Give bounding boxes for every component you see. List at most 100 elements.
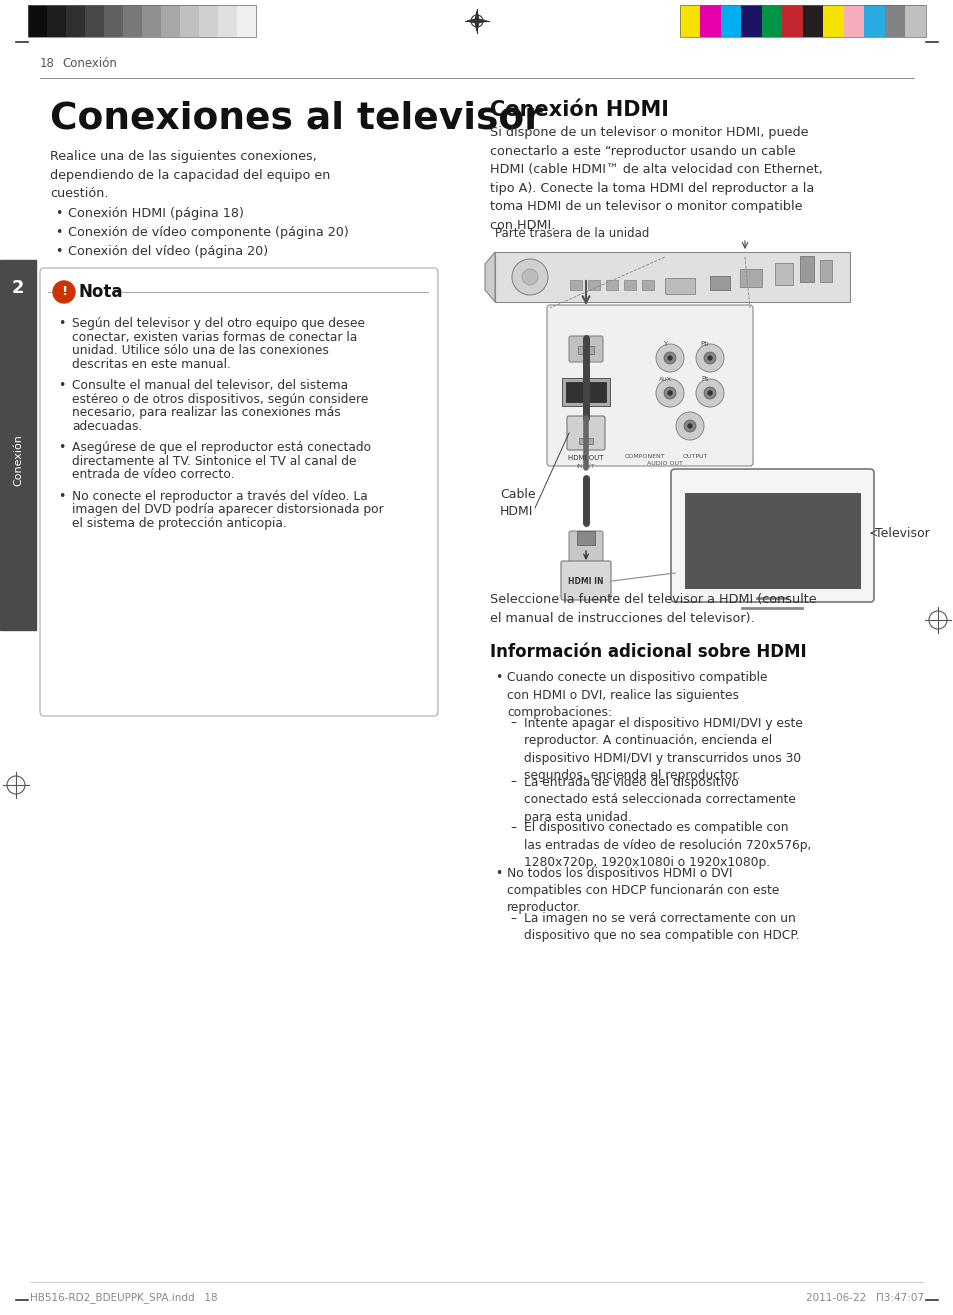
Bar: [720, 5, 740, 37]
Bar: [884, 5, 904, 37]
Text: conectar, existen varias formas de conectar la: conectar, existen varias formas de conec…: [71, 330, 356, 343]
Bar: [843, 5, 863, 37]
Text: •: •: [58, 489, 66, 502]
Text: Nota: Nota: [79, 283, 123, 301]
Text: descritas en este manual.: descritas en este manual.: [71, 358, 231, 371]
Text: adecuadas.: adecuadas.: [71, 419, 142, 433]
Text: Cuando conecte un dispositivo compatible
con HDMI o DVI, realice las siguientes
: Cuando conecte un dispositivo compatible…: [506, 671, 767, 719]
Bar: [800, 256, 813, 281]
Text: •: •: [55, 245, 62, 258]
Bar: [623, 280, 636, 291]
Text: Consulte el manual del televisor, del sistema: Consulte el manual del televisor, del si…: [71, 379, 348, 392]
Text: No conecte el reproductor a través del vídeo. La: No conecte el reproductor a través del v…: [71, 489, 367, 502]
Text: Conexiones al televisor: Conexiones al televisor: [50, 100, 542, 135]
Text: Conexión del vídeo (página 20): Conexión del vídeo (página 20): [68, 245, 268, 258]
Circle shape: [676, 412, 703, 441]
Bar: [180, 5, 199, 37]
FancyBboxPatch shape: [670, 469, 873, 602]
Bar: [577, 531, 595, 544]
Bar: [605, 280, 618, 291]
Text: Ps: Ps: [700, 376, 708, 381]
Circle shape: [667, 391, 671, 394]
Text: necesario, para realizar las conexiones más: necesario, para realizar las conexiones …: [71, 406, 340, 419]
Text: estéreo o de otros dispositivos, según considere: estéreo o de otros dispositivos, según c…: [71, 392, 368, 405]
Text: unidad. Utilice sólo una de las conexiones: unidad. Utilice sólo una de las conexion…: [71, 345, 329, 356]
Text: •: •: [58, 379, 66, 392]
Text: imagen del DVD podría aparecer distorsionada por: imagen del DVD podría aparecer distorsio…: [71, 504, 383, 515]
Circle shape: [521, 270, 537, 285]
Bar: [664, 277, 695, 295]
Text: OUTPUT: OUTPUT: [681, 454, 707, 459]
Circle shape: [707, 356, 711, 360]
Text: HB516-RD2_BDEUPPK_SPA.indd   18: HB516-RD2_BDEUPPK_SPA.indd 18: [30, 1293, 217, 1303]
Circle shape: [703, 352, 716, 364]
Bar: [578, 438, 593, 444]
Text: HDMI IN: HDMI IN: [568, 576, 603, 585]
Bar: [199, 5, 218, 37]
Bar: [820, 260, 831, 281]
Circle shape: [656, 345, 683, 372]
Text: 2011-06-22   Π3:47:07: 2011-06-22 Π3:47:07: [805, 1293, 923, 1303]
Text: AUDIO OUT: AUDIO OUT: [646, 460, 682, 466]
Bar: [863, 5, 884, 37]
Bar: [709, 276, 729, 291]
Bar: [565, 381, 605, 402]
Bar: [802, 5, 822, 37]
FancyBboxPatch shape: [568, 337, 602, 362]
Bar: [28, 5, 255, 37]
Bar: [679, 5, 925, 37]
Bar: [774, 263, 792, 285]
Text: No todos los dispositivos HDMI o DVI
compatibles con HDCP funcionarán con este
r: No todos los dispositivos HDMI o DVI com…: [506, 867, 779, 914]
Text: –: –: [510, 913, 516, 924]
Text: entrada de vídeo correcto.: entrada de vídeo correcto.: [71, 468, 234, 481]
Text: Conexión de vídeo componente (página 20): Conexión de vídeo componente (página 20): [68, 226, 349, 239]
Text: El dispositivo conectado es compatible con
las entradas de vídeo de resolución 7: El dispositivo conectado es compatible c…: [523, 821, 810, 869]
Text: Seleccione la fuente del televisor a HDMI (consulte
el manual de instrucciones d: Seleccione la fuente del televisor a HDM…: [490, 593, 816, 625]
Bar: [495, 252, 849, 302]
Polygon shape: [475, 11, 478, 21]
Bar: [561, 377, 609, 406]
Circle shape: [687, 423, 691, 427]
Bar: [0, 260, 36, 630]
Text: Conexión HDMI (página 18): Conexión HDMI (página 18): [68, 206, 244, 220]
Bar: [578, 346, 594, 354]
Text: •: •: [55, 206, 62, 220]
Circle shape: [53, 281, 75, 302]
Text: Si dispone de un televisor o monitor HDMI, puede
conectarlo a este “reproductor : Si dispone de un televisor o monitor HDM…: [490, 126, 822, 231]
Text: –: –: [510, 717, 516, 730]
Bar: [587, 280, 599, 291]
FancyBboxPatch shape: [560, 562, 610, 600]
Circle shape: [512, 259, 547, 295]
Bar: [28, 5, 47, 37]
Bar: [822, 5, 843, 37]
Text: Intente apagar el dispositivo HDMI/DVI y este
reproductor. A continuación, encie: Intente apagar el dispositivo HDMI/DVI y…: [523, 717, 802, 782]
Bar: [684, 493, 859, 588]
Circle shape: [683, 419, 696, 433]
Text: Conexión: Conexión: [62, 57, 117, 70]
Bar: [85, 5, 104, 37]
Polygon shape: [475, 21, 478, 32]
Text: •: •: [495, 671, 501, 684]
Bar: [761, 5, 781, 37]
Bar: [700, 5, 720, 37]
Bar: [904, 5, 925, 37]
Text: –: –: [510, 776, 516, 789]
Bar: [47, 5, 66, 37]
Text: Información adicional sobre HDMI: Información adicional sobre HDMI: [490, 643, 806, 661]
Text: •: •: [495, 867, 501, 880]
FancyBboxPatch shape: [568, 531, 602, 563]
Circle shape: [656, 379, 683, 408]
Bar: [641, 280, 654, 291]
Circle shape: [696, 379, 723, 408]
Text: La entrada de vídeo del dispositivo
conectado está seleccionada correctamente
pa: La entrada de vídeo del dispositivo cone…: [523, 776, 795, 823]
Bar: [236, 5, 255, 37]
Bar: [569, 280, 581, 291]
Text: 2: 2: [11, 279, 24, 297]
Text: •: •: [55, 226, 62, 239]
Text: Pb: Pb: [700, 341, 708, 347]
Bar: [142, 5, 161, 37]
Text: Asegúrese de que el reproductor está conectado: Asegúrese de que el reproductor está con…: [71, 441, 371, 454]
Bar: [161, 5, 180, 37]
Text: HDMI OUT: HDMI OUT: [568, 455, 603, 462]
Text: •: •: [58, 317, 66, 330]
